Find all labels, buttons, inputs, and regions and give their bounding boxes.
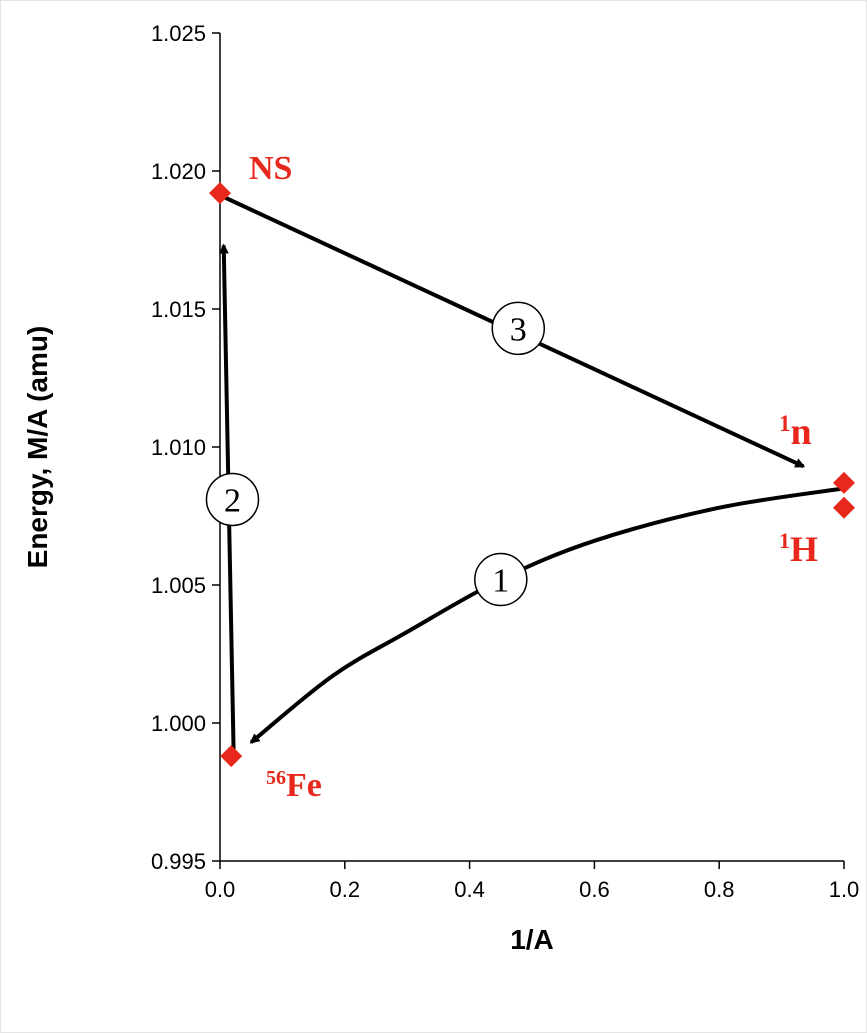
y-axis-title: Energy, M/A (amu) xyxy=(22,326,53,569)
transition-path-1 xyxy=(249,486,845,744)
step-circle-3 xyxy=(491,301,546,356)
x-tick-label: 0.8 xyxy=(704,877,735,902)
point-marker xyxy=(833,496,855,519)
step-circle-1 xyxy=(474,552,528,607)
y-tick-label: 1.025 xyxy=(151,21,206,46)
step-markers: 1 2 3 xyxy=(205,301,546,607)
step-number: 3 xyxy=(510,311,527,348)
x-ticks: 0.0 0.2 0.4 0.6 0.8 1.0 xyxy=(205,861,860,902)
step-circle-2 xyxy=(205,472,260,527)
y-tick-label: 1.020 xyxy=(151,159,206,184)
data-points xyxy=(209,182,855,768)
point-label: 1n xyxy=(779,411,812,453)
transition-paths xyxy=(218,193,845,757)
x-tick-label: 0.0 xyxy=(205,877,236,902)
point-labels: NS 56Fe 1n 1H xyxy=(249,150,818,804)
point-marker xyxy=(220,745,243,768)
y-tick-label: 1.005 xyxy=(151,573,206,598)
y-tick-label: 1.015 xyxy=(151,297,206,322)
axes xyxy=(219,33,844,862)
x-tick-label: 0.6 xyxy=(579,877,610,902)
y-tick-label: 0.995 xyxy=(151,849,206,874)
x-tick-label: 1.0 xyxy=(829,877,860,902)
point-marker xyxy=(209,182,231,205)
x-tick-label: 0.4 xyxy=(454,877,485,902)
y-tick-label: 1.000 xyxy=(151,711,206,736)
step-number: 2 xyxy=(224,482,241,519)
point-marker xyxy=(833,471,855,494)
step-number: 1 xyxy=(492,562,509,599)
point-label: NS xyxy=(249,150,292,187)
point-label: 1H xyxy=(779,528,818,569)
y-tick-label: 1.010 xyxy=(151,435,206,460)
y-ticks: 0.995 1.000 1.005 1.010 1.015 1.020 1.025 xyxy=(151,21,220,874)
point-label: 56Fe xyxy=(266,767,322,804)
x-axis-title: 1/A xyxy=(510,924,554,955)
x-tick-label: 0.2 xyxy=(330,877,361,902)
